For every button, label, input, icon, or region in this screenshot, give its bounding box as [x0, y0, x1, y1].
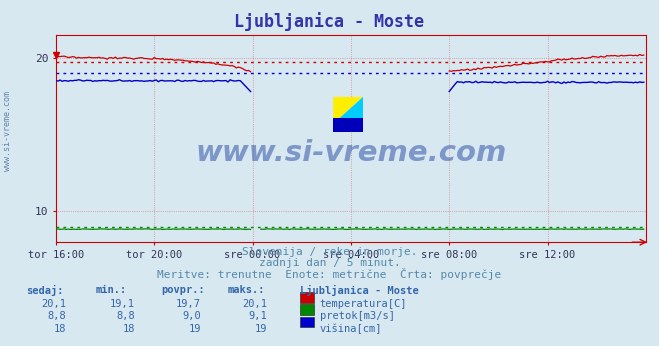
Text: maks.:: maks.: [227, 285, 265, 295]
Text: Slovenija / reke in morje.: Slovenija / reke in morje. [242, 247, 417, 257]
Text: 18: 18 [123, 324, 135, 334]
Text: www.si-vreme.com: www.si-vreme.com [3, 91, 13, 172]
Text: 8,8: 8,8 [117, 311, 135, 321]
Text: temperatura[C]: temperatura[C] [320, 299, 407, 309]
Polygon shape [333, 97, 362, 124]
Text: 20,1: 20,1 [41, 299, 66, 309]
Text: zadnji dan / 5 minut.: zadnji dan / 5 minut. [258, 258, 401, 268]
Text: min.:: min.: [96, 285, 127, 295]
Text: 9,0: 9,0 [183, 311, 201, 321]
Polygon shape [333, 97, 362, 124]
Text: Meritve: trenutne  Enote: metrične  Črta: povprečje: Meritve: trenutne Enote: metrične Črta: … [158, 268, 501, 280]
Text: 8,8: 8,8 [47, 311, 66, 321]
Text: povpr.:: povpr.: [161, 285, 205, 295]
Text: www.si-vreme.com: www.si-vreme.com [195, 139, 507, 167]
Bar [333, 118, 362, 132]
Text: sedaj:: sedaj: [26, 285, 64, 297]
Text: 18: 18 [53, 324, 66, 334]
Text: 19: 19 [188, 324, 201, 334]
Text: 19,7: 19,7 [176, 299, 201, 309]
Text: 19: 19 [254, 324, 267, 334]
Text: pretok[m3/s]: pretok[m3/s] [320, 311, 395, 321]
Text: Ljubljanica - Moste: Ljubljanica - Moste [235, 12, 424, 31]
Text: 20,1: 20,1 [242, 299, 267, 309]
Text: 19,1: 19,1 [110, 299, 135, 309]
Text: višina[cm]: višina[cm] [320, 324, 382, 334]
Text: 9,1: 9,1 [248, 311, 267, 321]
Text: Ljubljanica - Moste: Ljubljanica - Moste [300, 285, 418, 297]
